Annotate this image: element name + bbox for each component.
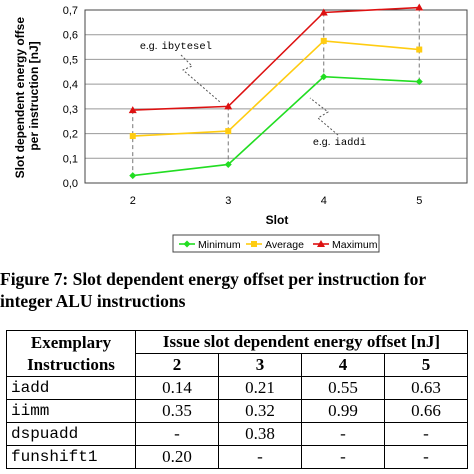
table-slot-row: 2 3 4 5 [7, 353, 468, 377]
row-value: 0.14 [135, 376, 219, 400]
series-line-maximum [132, 6, 420, 111]
row-value: 0.32 [218, 399, 302, 423]
annotation-iaddi-pointer [309, 97, 339, 136]
row-instruction: funshift1 [6, 445, 136, 469]
data-point-minimum [129, 172, 137, 180]
plot-area-frame [84, 9, 468, 184]
row-instruction: iadd [6, 376, 136, 400]
row-value: 0.38 [218, 422, 302, 446]
row-value: 0.66 [384, 399, 468, 423]
data-point-maximum [319, 8, 328, 16]
data-point-average [225, 128, 232, 135]
y-tick-label: 0,0 [63, 178, 78, 190]
plot-border [84, 9, 468, 184]
data-point-average [416, 46, 423, 53]
y-tick-label: 0,6 [63, 30, 78, 42]
row-value: 0.35 [135, 399, 219, 423]
header-instructions-line1: Exemplary [30, 332, 112, 352]
row-value: - [384, 445, 468, 469]
annotation-ibytesel-pointer [180, 54, 221, 103]
legend-item-maximum: Maximum [313, 239, 378, 251]
data-point-minimum [224, 160, 232, 168]
row-value: 0.21 [218, 376, 302, 400]
legend-item-average: Average [246, 239, 304, 251]
header-instructions-line2: Instructions [27, 354, 115, 374]
legend-box [172, 234, 380, 253]
x-tick-labels: 2 3 4 5 [130, 195, 423, 207]
caption-line2: integer ALU instructions [0, 291, 186, 311]
row-value: - [384, 422, 468, 446]
y-tick-label: 0,1 [63, 153, 78, 165]
drop-lines [132, 7, 420, 176]
x-tick-label: 2 [130, 195, 136, 207]
table-row: iadd 0.14 0.21 0.55 0.63 [6, 376, 468, 400]
legend-label-average: Average [265, 239, 304, 251]
annotations: e.g. ibytesel e.g. iaddi [140, 40, 366, 149]
header-slot-3: 3 [218, 353, 302, 377]
row-instruction: iimm [6, 399, 136, 423]
legend-marker-average [251, 241, 257, 247]
x-tick-label: 4 [321, 195, 327, 207]
header-slot-4: 4 [301, 353, 385, 377]
series-line-minimum [132, 75, 420, 177]
series-maximum [128, 3, 424, 114]
table-row: iimm 0.35 0.32 0.99 0.66 [6, 399, 468, 423]
header-slot-5: 5 [384, 353, 468, 377]
y-tick-label: 0,2 [63, 129, 78, 141]
table-row: dspuadd - 0.38 - - [6, 422, 468, 446]
line-chart: 0,0 0,1 0,2 0,3 0,4 0,5 0,6 0,7 2 3 4 5 e.g. ibytes… [13, 3, 468, 253]
row-value: 0.63 [384, 376, 468, 400]
legend-label-maximum: Maximum [332, 239, 378, 251]
row-value: - [135, 422, 219, 446]
table-header-row: Exemplary Instructions Issue slot depend… [6, 330, 468, 377]
legend-marker-maximum [317, 240, 325, 247]
annotation-ibytesel: e.g. ibytesel [140, 40, 212, 53]
annotation-iaddi: e.g. iaddi [313, 136, 366, 149]
legend-label-minimum: Minimum [198, 239, 241, 251]
x-axis-label: Slot [266, 213, 289, 227]
series-lines [128, 3, 424, 180]
series-average [129, 37, 423, 140]
caption-line1: Figure 7: Slot dependent energy offset p… [0, 269, 427, 289]
row-value: 0.99 [301, 399, 385, 423]
results-table: Exemplary Instructions Issue slot depend… [6, 330, 468, 469]
y-axis-label-line1: Slot dependent energy offse [13, 17, 27, 179]
data-point-maximum [415, 3, 424, 11]
series-line-average [132, 40, 420, 137]
row-value: - [301, 445, 385, 469]
y-tick-labels: 0,0 0,1 0,2 0,3 0,4 0,5 0,6 0,7 [63, 5, 78, 190]
y-tick-label: 0,4 [63, 79, 78, 91]
row-value: - [218, 445, 302, 469]
figure-caption: Figure 7: Slot dependent energy offset p… [0, 268, 474, 312]
data-point-average [320, 37, 327, 44]
row-instruction: dspuadd [6, 422, 136, 446]
x-tick-label: 3 [225, 195, 231, 207]
y-tick-label: 0,5 [63, 54, 78, 66]
row-value: - [301, 422, 385, 446]
header-slot-2: 2 [135, 353, 219, 377]
y-tick-label: 0,3 [63, 104, 78, 116]
data-point-maximum [224, 102, 233, 110]
data-point-minimum [320, 73, 328, 81]
row-value: 0.55 [301, 376, 385, 400]
y-axis-label-line2: per instruction [nJ] [27, 41, 41, 150]
data-point-minimum [415, 78, 423, 86]
legend-marker-minimum [183, 240, 191, 248]
data-point-maximum [128, 106, 137, 114]
y-axis-label: Slot dependent energy offse per instruct… [13, 14, 41, 179]
series-minimum [129, 73, 423, 180]
header-instructions: Exemplary Instructions [6, 330, 136, 377]
header-energy-offset: Issue slot dependent energy offset [nJ] [135, 330, 468, 354]
legend: Minimum Average Maximum [172, 234, 380, 253]
table-row: funshift1 0.20 - - - [6, 445, 468, 469]
x-tick-label: 5 [416, 195, 422, 207]
row-value: 0.20 [135, 445, 219, 469]
data-point-average [129, 133, 136, 140]
y-tick-label: 0,7 [63, 5, 78, 17]
legend-item-minimum: Minimum [179, 239, 241, 251]
